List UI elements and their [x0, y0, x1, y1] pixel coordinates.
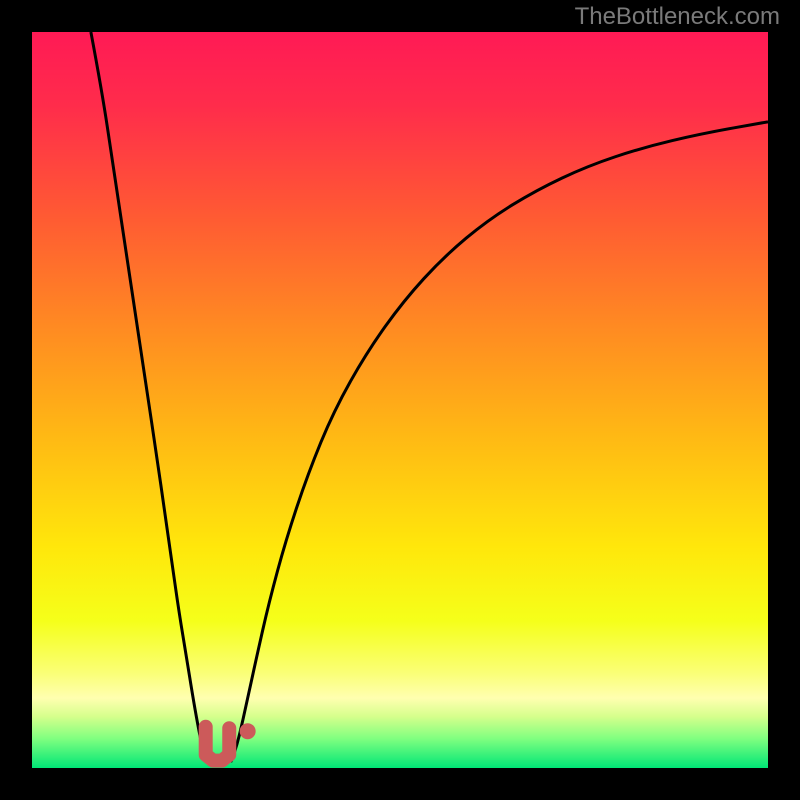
trough-dot-marker — [240, 723, 256, 739]
curve-left — [91, 32, 209, 762]
plot-frame — [0, 0, 800, 800]
overlay-curves — [0, 0, 800, 800]
watermark-text: TheBottleneck.com — [575, 3, 780, 31]
trough-u-marker — [206, 727, 230, 761]
curve-right — [231, 122, 768, 762]
